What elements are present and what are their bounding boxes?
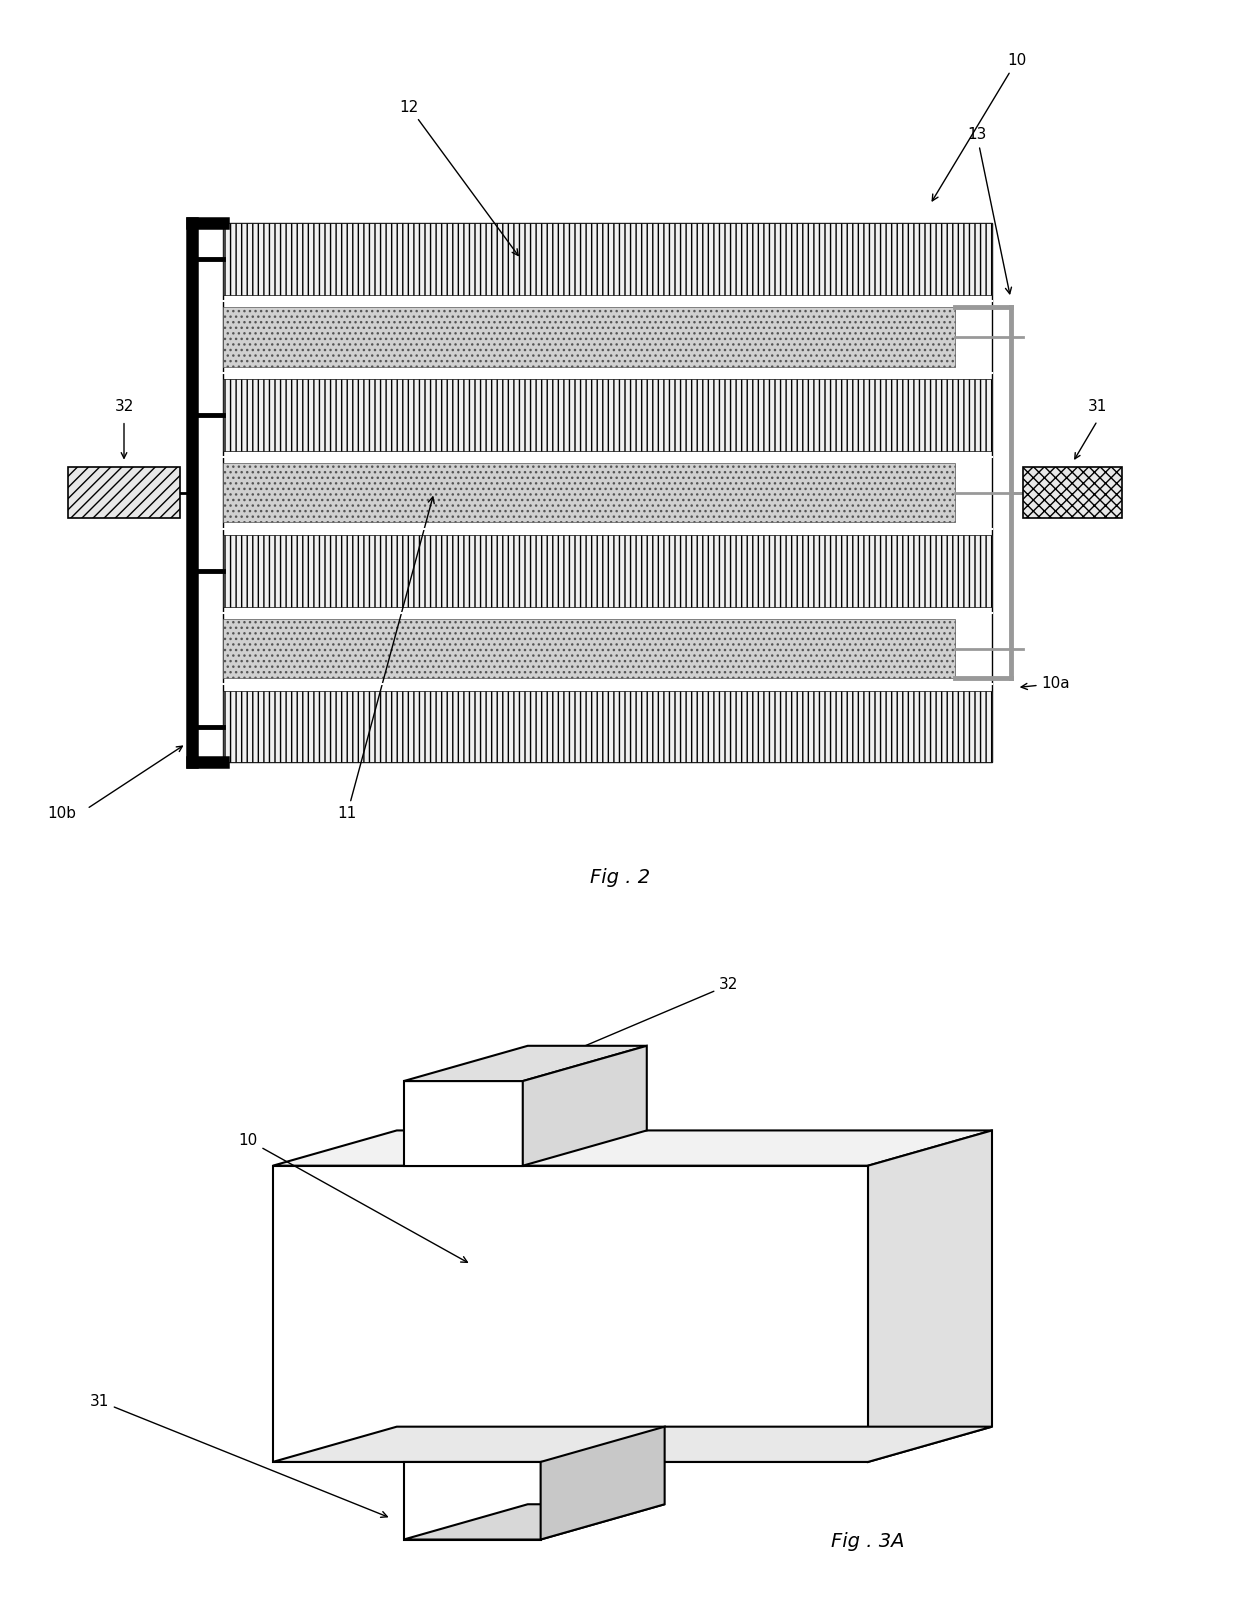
- Text: 10: 10: [238, 1133, 467, 1262]
- Polygon shape: [404, 1045, 647, 1080]
- Text: 31: 31: [89, 1393, 387, 1518]
- Bar: [223, 535, 992, 606]
- Bar: [223, 619, 955, 678]
- Text: 32: 32: [114, 399, 134, 415]
- Bar: [68, 466, 180, 518]
- Bar: [223, 367, 992, 378]
- Bar: [223, 463, 955, 523]
- Text: Fig . 3A: Fig . 3A: [831, 1531, 905, 1550]
- Text: 10: 10: [932, 53, 1027, 200]
- Polygon shape: [404, 1080, 523, 1165]
- Polygon shape: [273, 1165, 868, 1462]
- Text: 11: 11: [337, 497, 434, 821]
- Text: 12: 12: [399, 99, 518, 255]
- Bar: [223, 295, 992, 308]
- Bar: [223, 378, 992, 450]
- Bar: [223, 450, 992, 463]
- Polygon shape: [404, 1462, 541, 1539]
- Text: Fig . 2: Fig . 2: [590, 869, 650, 886]
- Bar: [223, 223, 992, 763]
- Bar: [955, 619, 992, 678]
- Text: 10a: 10a: [1021, 676, 1070, 691]
- Bar: [223, 691, 992, 763]
- Bar: [955, 308, 992, 367]
- Polygon shape: [273, 1130, 992, 1165]
- Bar: [223, 223, 992, 295]
- Bar: [223, 308, 955, 367]
- Text: 13: 13: [967, 128, 1012, 293]
- Bar: [1023, 466, 1122, 518]
- Bar: [223, 523, 992, 535]
- Bar: [223, 678, 992, 691]
- Polygon shape: [868, 1130, 992, 1462]
- Bar: [223, 223, 992, 763]
- Polygon shape: [523, 1045, 647, 1165]
- Polygon shape: [273, 1427, 992, 1462]
- Text: 10b: 10b: [47, 806, 77, 821]
- Text: 31: 31: [1087, 399, 1107, 415]
- Bar: [223, 606, 992, 619]
- Polygon shape: [404, 1504, 665, 1539]
- Text: 32: 32: [539, 978, 739, 1066]
- Polygon shape: [541, 1427, 665, 1539]
- Bar: [955, 463, 992, 523]
